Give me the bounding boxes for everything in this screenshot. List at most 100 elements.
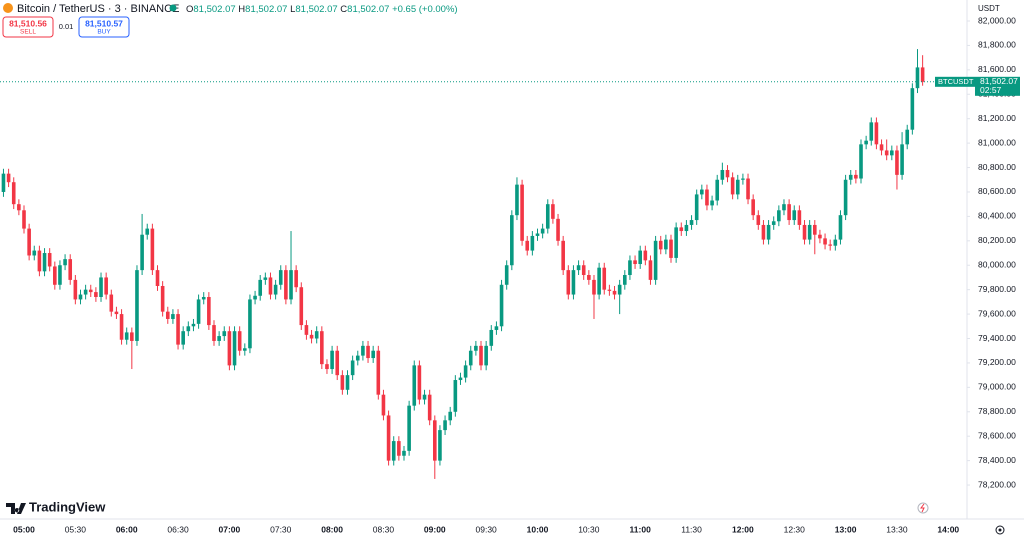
x-tick-label: 09:00: [424, 524, 446, 534]
candle-body: [32, 250, 37, 256]
candle-body: [160, 285, 165, 312]
candle-body: [320, 331, 324, 365]
candle-body: [212, 325, 216, 341]
candle-body: [258, 279, 263, 296]
buy-button[interactable]: [78, 16, 130, 38]
candle-body: [278, 270, 283, 285]
x-tick-label: 12:30: [784, 524, 806, 534]
candle-body: [438, 430, 442, 461]
x-tick-label: 10:30: [578, 524, 600, 534]
candle-body: [371, 350, 375, 359]
ohlc-key: H: [238, 4, 245, 15]
candle-body: [920, 67, 925, 82]
candle-body: [463, 365, 468, 378]
candle-body: [325, 364, 329, 370]
candle-body: [602, 267, 607, 290]
candle-body: [622, 275, 627, 285]
candle-body: [73, 279, 78, 300]
x-tick-label: 14:00: [937, 524, 959, 534]
candle-body: [176, 314, 180, 345]
change: +0.65 (+0.00%): [392, 4, 458, 15]
candle-body: [407, 405, 411, 451]
candle-body: [694, 194, 699, 221]
candle-body: [171, 314, 175, 319]
candle-body: [869, 122, 874, 141]
candle-body: [458, 377, 463, 381]
candle-body: [735, 179, 740, 195]
brand: TradingView: [29, 499, 106, 514]
x-tick-label: 12:00: [732, 524, 754, 534]
candle-body: [201, 296, 206, 300]
candle-body: [109, 294, 114, 312]
x-tick-label: 11:30: [681, 524, 702, 534]
y-tick-label: 81,000.00: [978, 137, 1016, 147]
quantity: 0.01: [59, 22, 74, 31]
x-tick-label: 09:30: [476, 524, 498, 534]
candle-body: [433, 420, 437, 461]
y-tick-label: 81,600.00: [978, 64, 1016, 74]
candle-body: [587, 275, 591, 280]
candle-body: [443, 420, 447, 431]
x-tick-label: 07:00: [219, 524, 241, 534]
candle-body: [124, 332, 129, 340]
x-tick-label: 06:00: [116, 524, 138, 534]
candle-body: [355, 355, 360, 361]
candle-body: [895, 150, 899, 175]
candle-body: [859, 144, 863, 179]
settings-icon[interactable]: [995, 525, 1005, 535]
x-tick-label: 06:30: [167, 524, 189, 534]
buy-label: BUY: [97, 29, 111, 36]
candle-body: [890, 150, 894, 156]
candle-body: [422, 394, 427, 400]
candle-body: [581, 265, 586, 276]
candle-body: [386, 415, 391, 461]
candle-body: [520, 184, 524, 241]
candle-body: [37, 250, 42, 272]
candle-body: [843, 179, 848, 216]
candle-body: [746, 178, 750, 200]
candle-body: [515, 184, 519, 216]
candle-body: [268, 277, 273, 295]
candle-body: [6, 173, 11, 183]
candle-body: [150, 228, 155, 271]
sell-price: 81,510.56: [9, 18, 47, 28]
x-tick-label: 13:00: [835, 524, 857, 534]
price-tag-text: 81,502.07: [980, 76, 1018, 86]
candle-body: [391, 441, 396, 461]
candle-body: [510, 215, 514, 266]
candle-body: [130, 332, 134, 341]
currency: USDT: [978, 4, 1000, 13]
alert-icon[interactable]: [917, 502, 929, 514]
candle-body: [664, 239, 668, 250]
ohlc-value: 81,502.07: [193, 4, 235, 15]
y-tick-label: 78,800.00: [978, 406, 1016, 416]
candle-body: [181, 331, 185, 345]
sell-button[interactable]: [2, 16, 54, 38]
candle-body: [448, 411, 453, 421]
candle-body: [289, 270, 293, 300]
candle-body: [607, 289, 612, 291]
candle-body: [884, 150, 889, 156]
ohlc-key: C: [340, 4, 347, 15]
candle-body: [104, 277, 108, 295]
candle-body: [864, 140, 868, 145]
candle-body: [792, 210, 797, 221]
candle-body: [617, 284, 622, 295]
symbol-tag: [935, 76, 975, 87]
candle-body: [186, 326, 191, 332]
ohlc-value: 81,502.07: [347, 4, 389, 15]
x-tick-label: 13:30: [886, 524, 908, 534]
candle-body: [571, 270, 576, 295]
candle-body: [756, 215, 761, 225]
candle-body: [1, 173, 6, 192]
x-tick-label: 05:30: [65, 524, 87, 534]
candle-body: [910, 88, 915, 130]
candle-body: [540, 228, 545, 234]
x-tick-label: 07:30: [270, 524, 292, 534]
candle-body: [751, 199, 755, 216]
y-tick-label: 79,600.00: [978, 308, 1016, 318]
candle-body: [782, 204, 786, 211]
logo: [6, 503, 26, 514]
candle-body: [140, 234, 144, 271]
candle-body: [217, 336, 221, 341]
